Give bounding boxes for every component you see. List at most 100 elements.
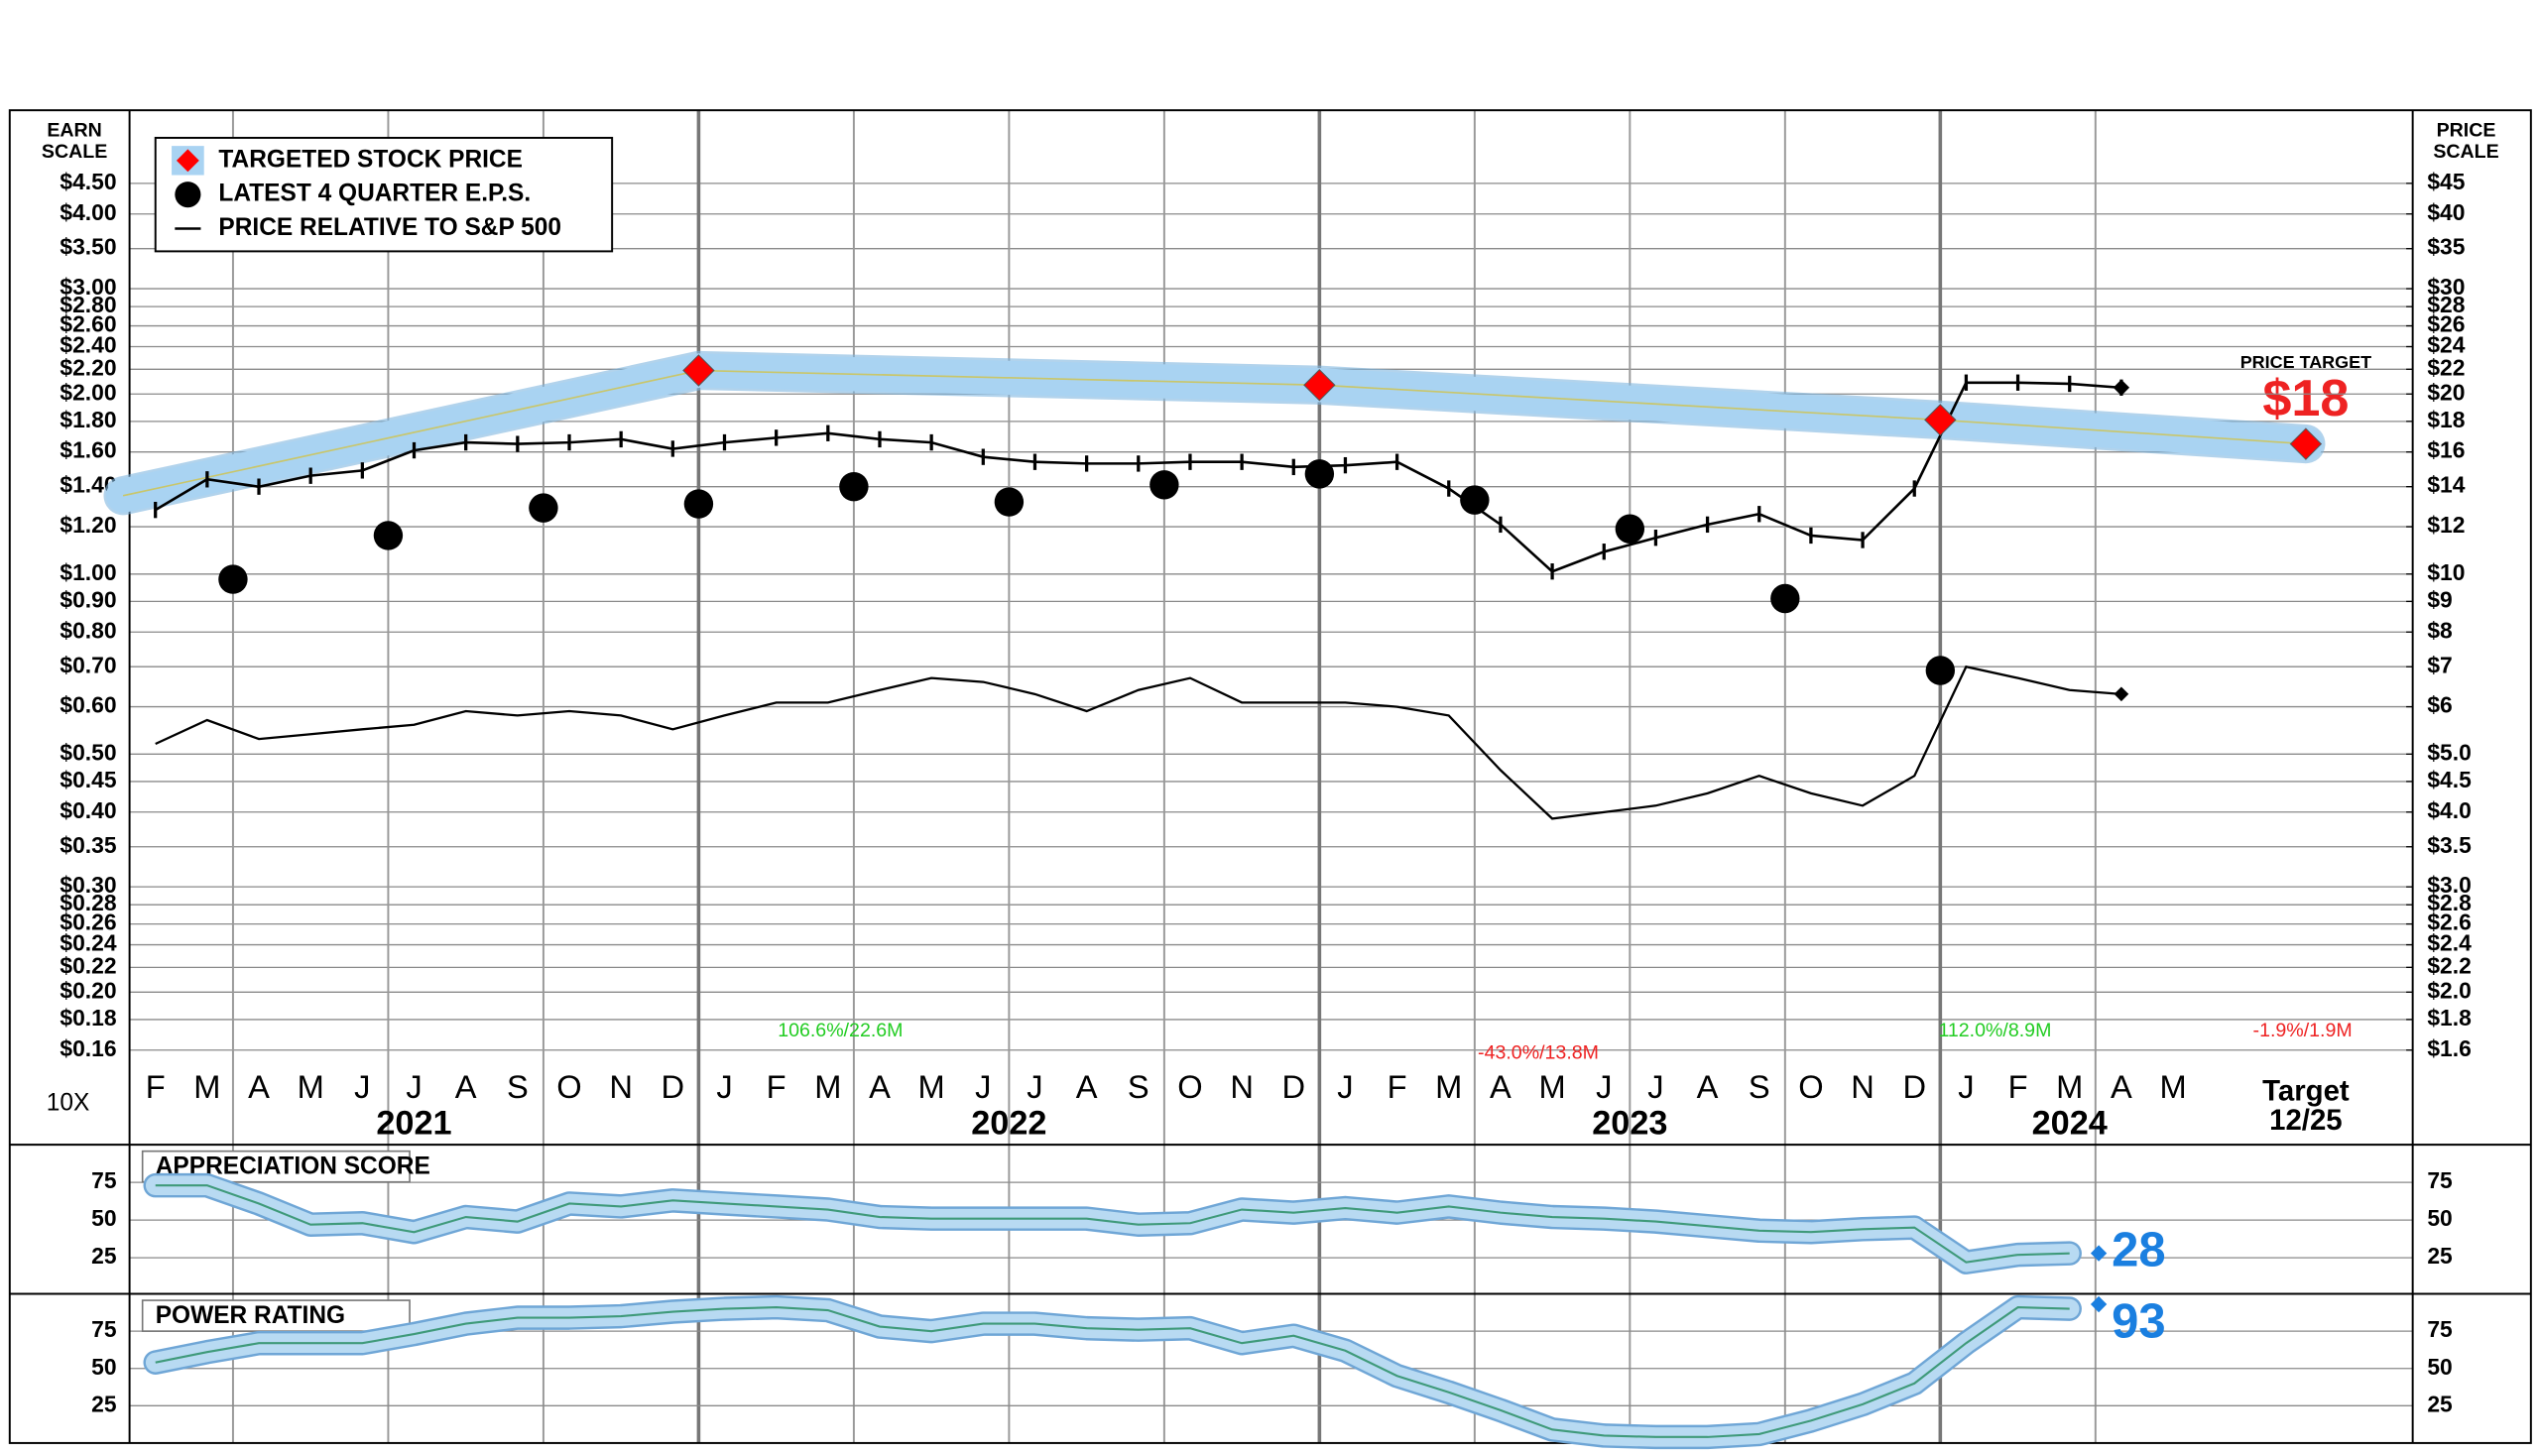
annotation: 112.0%/8.9M (1938, 1020, 2051, 1041)
y-tick-label: $1.80 (60, 407, 116, 432)
eps-dot (1460, 485, 1490, 515)
y-tick-label: 50 (91, 1354, 116, 1380)
y2-tick-label: $2.8 (2427, 890, 2472, 915)
y2-tick-label: $2.4 (2427, 930, 2472, 956)
target-title: PRICE TARGET (2240, 352, 2371, 372)
annotation: -1.9%/1.9M (2253, 1020, 2353, 1041)
relative-end-marker (2114, 686, 2129, 702)
y-tick-label: $0.24 (60, 930, 116, 956)
y-tick-label: $4.00 (60, 199, 116, 225)
annotation: -43.0%/13.8M (1478, 1042, 1599, 1064)
eps-dot (1615, 514, 1645, 544)
y2-tick-label: $2.6 (2427, 910, 2471, 935)
eps-dot (1304, 459, 1335, 489)
y2-tick-label: $45 (2427, 169, 2465, 194)
eps-dot (683, 489, 714, 519)
x-tick-label: S (1749, 1068, 1770, 1105)
y2-tick-label: $1.6 (2427, 1035, 2471, 1061)
y2-tick-label: $14 (2427, 472, 2465, 498)
y-tick-label: 25 (2427, 1243, 2453, 1269)
x-tick-label: N (1851, 1068, 1874, 1105)
x-tick-label: F (2008, 1068, 2028, 1105)
multiplier: 10X (47, 1090, 90, 1117)
x-tick-label: F (767, 1068, 786, 1105)
y-tick-label: $2.00 (60, 379, 116, 405)
x-tick-label: M (918, 1068, 945, 1105)
target-diamond (1924, 404, 1957, 436)
frame (8, 109, 2532, 1444)
y-tick-label: $0.28 (60, 890, 116, 915)
eps-dot (994, 487, 1025, 517)
x-tick-label: J (1337, 1068, 1353, 1105)
y2-tick-label: $26 (2427, 311, 2465, 337)
x-tick-label: J (1596, 1068, 1612, 1105)
y-tick-label: $1.60 (60, 437, 116, 463)
x-tick-label: A (1490, 1068, 1511, 1105)
y-tick-label: $1.20 (60, 512, 116, 538)
y-tick-label: $2.40 (60, 332, 116, 358)
y2-tick-label: $18 (2427, 407, 2465, 432)
y-tick-label: $0.45 (60, 767, 116, 792)
y-tick-label: $2.60 (60, 311, 116, 337)
y-tick-label: 50 (2427, 1205, 2452, 1231)
x-tick-label: M (814, 1068, 841, 1105)
x-tick-label: N (1230, 1068, 1254, 1105)
y-tick-label: $0.22 (60, 952, 116, 978)
x-tick-label: S (507, 1068, 529, 1105)
x-tick-label: A (1697, 1068, 1719, 1105)
target-label: Target (2262, 1075, 2350, 1108)
y-tick-label: $0.80 (60, 617, 116, 643)
current-marker (2090, 1245, 2108, 1262)
y2-tick-label: $4.0 (2427, 797, 2471, 823)
y-tick-label: 25 (91, 1243, 117, 1269)
year-label: 2021 (376, 1105, 451, 1143)
y2-tick-label: $10 (2427, 559, 2465, 585)
x-tick-label: M (1539, 1068, 1566, 1105)
y-tick-label: $0.30 (60, 872, 116, 898)
relative-line (155, 665, 2122, 820)
y-tick-label: 25 (91, 1391, 117, 1416)
x-tick-label: O (1177, 1068, 1202, 1105)
y2-tick-label: $3.0 (2427, 872, 2471, 898)
y-tick-label: 50 (2427, 1354, 2452, 1380)
earn-axis-title: SCALE (42, 141, 107, 163)
y2-tick-label: $6 (2427, 692, 2452, 718)
y2-tick-label: $16 (2427, 437, 2465, 463)
y-tick-label: $0.60 (60, 692, 116, 718)
annotations: 106.6%/22.6M -43.0%/13.8M 112.0%/8.9M -1… (778, 1020, 2352, 1064)
legend-label: PRICE RELATIVE TO S&P 500 (218, 214, 561, 241)
x-tick-label: J (716, 1068, 732, 1105)
y2-tick-label: $12 (2427, 512, 2465, 538)
panel-title-box (141, 1299, 411, 1332)
x-tick-label: J (406, 1068, 422, 1105)
eps-dot (373, 521, 404, 550)
y2-tick-label: $28 (2427, 292, 2465, 317)
x-tick-label: D (1281, 1068, 1305, 1105)
x-tick-label: M (2056, 1068, 2083, 1105)
y2-tick-label: $24 (2427, 332, 2465, 358)
target-date: 12/25 (2269, 1104, 2343, 1137)
current-marker (2090, 1295, 2108, 1313)
y-tick-label: 75 (91, 1316, 117, 1342)
y2-tick-label: $4.5 (2427, 767, 2472, 792)
target-diamond (1303, 369, 1336, 402)
x-tick-label: O (556, 1068, 581, 1105)
y-tick-label: $0.16 (60, 1035, 116, 1061)
price-axis-title: SCALE (2433, 141, 2498, 163)
y2-tick-label: $5.0 (2427, 739, 2471, 765)
x-tick-label: M (1435, 1068, 1462, 1105)
y2-tick-label: $20 (2427, 379, 2465, 405)
x-tick-label: D (662, 1068, 685, 1105)
y-tick-label: $3.00 (60, 274, 116, 300)
target-price-label: $18 (2262, 370, 2349, 427)
y-tick-label: 50 (91, 1205, 116, 1231)
score-line (155, 1306, 2070, 1438)
y-tick-label: 25 (2427, 1391, 2453, 1416)
y-tick-label: $3.50 (60, 234, 116, 260)
y-tick-label: $0.90 (60, 586, 116, 612)
x-tick-label: M (2159, 1068, 2186, 1105)
annotation: 106.6%/22.6M (778, 1020, 903, 1041)
eps-dot (218, 564, 248, 594)
y-tick-label: $0.18 (60, 1005, 116, 1031)
